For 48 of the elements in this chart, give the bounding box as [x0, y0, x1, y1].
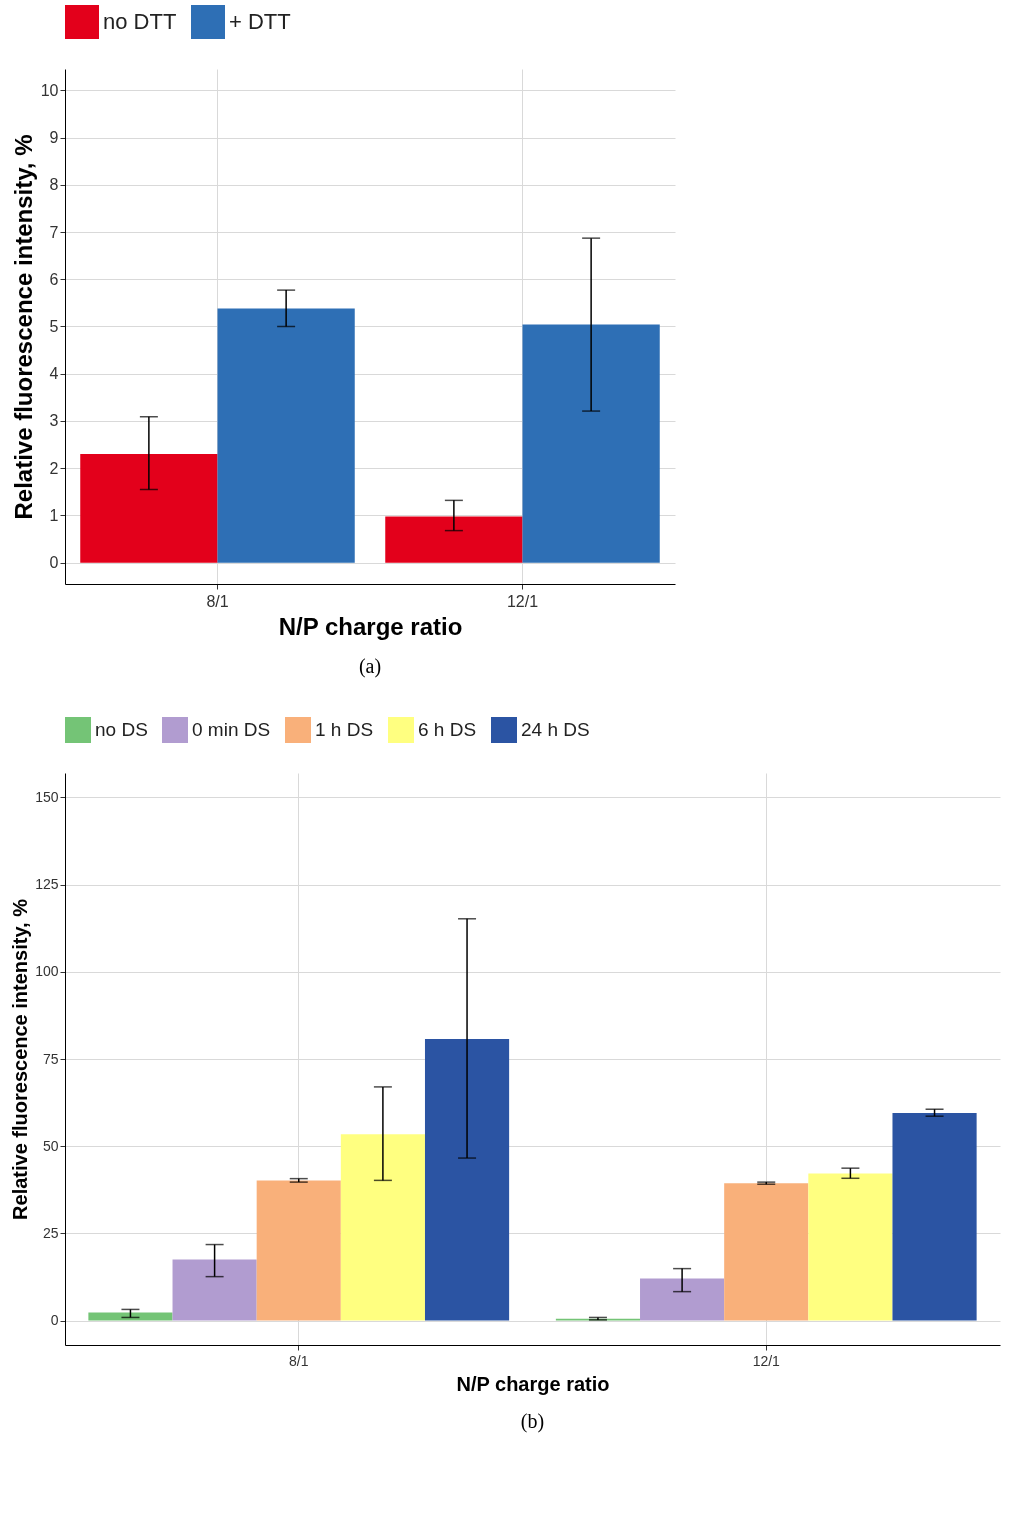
- legend-label: no DS: [95, 719, 148, 740]
- y-tick-label: 6: [49, 270, 59, 288]
- x-tick-label: 8/1: [289, 1352, 309, 1369]
- bar: [217, 308, 355, 563]
- bar: [522, 324, 660, 563]
- x-tick-label: 8/1: [206, 592, 229, 610]
- bar: [640, 1278, 725, 1321]
- text: (b): [520, 1410, 545, 1433]
- legend-label: 6 h DS: [418, 719, 477, 740]
- bar: [256, 1180, 341, 1321]
- bar: [892, 1113, 977, 1321]
- y-tick-label: 25: [42, 1224, 59, 1241]
- bar: [385, 516, 523, 563]
- legend-label: + DTT: [229, 9, 291, 34]
- y-tick-label: 9: [49, 129, 59, 147]
- bar: [724, 1183, 809, 1321]
- legend-label: 24 h DS: [521, 719, 590, 740]
- x-tick-label: 12/1: [506, 592, 539, 610]
- x-axis-title: N/P charge ratio: [456, 1372, 610, 1395]
- y-tick-label: 125: [35, 876, 59, 893]
- y-tick-label: 2: [49, 459, 59, 477]
- y-tick-label: 3: [49, 412, 59, 430]
- y-tick-label: 8: [49, 176, 59, 194]
- y-tick-label: 0: [49, 554, 59, 572]
- x-tick-label: 12/1: [752, 1352, 781, 1369]
- y-axis-title: Relative fluorescence intensity, %: [9, 134, 37, 520]
- y-tick-label: 5: [49, 318, 59, 335]
- y-tick-label: 150: [35, 788, 59, 805]
- legend-label: 0 min DS: [192, 719, 271, 740]
- y-tick-label: 1: [49, 506, 59, 524]
- legend-label: no DTT: [103, 9, 177, 34]
- text: (a): [358, 655, 382, 678]
- y-tick-label: 4: [49, 365, 59, 383]
- bar: [808, 1173, 893, 1321]
- bar: [172, 1259, 257, 1321]
- legend-label: 1 h DS: [315, 719, 374, 740]
- y-tick-label: 10: [40, 81, 59, 99]
- y-tick-label: 50: [42, 1137, 59, 1154]
- y-axis-title: Relative fluorescence intensity, %: [9, 898, 32, 1220]
- bar: [424, 1039, 510, 1321]
- bar: [80, 454, 218, 563]
- y-tick-label: 0: [50, 1312, 59, 1329]
- bar: [88, 1312, 173, 1321]
- y-tick-label: 100: [35, 963, 59, 980]
- x-axis-title: N/P charge ratio: [278, 612, 463, 640]
- y-tick-label: 7: [49, 223, 59, 241]
- bar: [340, 1134, 425, 1321]
- y-tick-label: 75: [42, 1050, 59, 1067]
